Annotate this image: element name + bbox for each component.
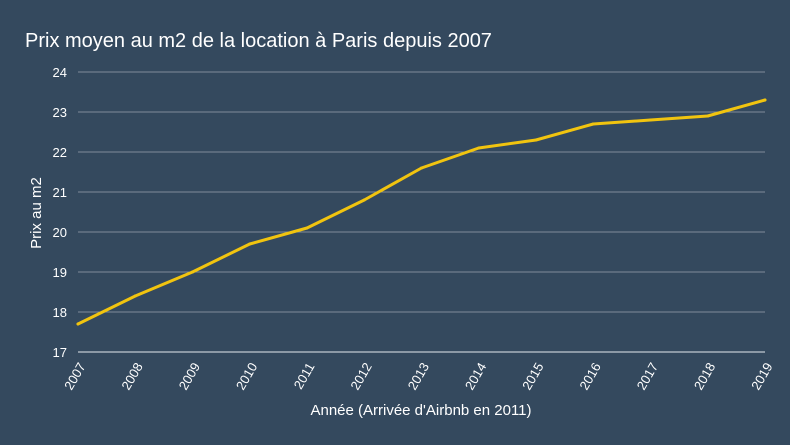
series xyxy=(76,98,767,326)
x-tick-label: 2008 xyxy=(118,360,145,393)
y-tick-label: 18 xyxy=(53,305,67,320)
data-point xyxy=(420,166,423,170)
data-point xyxy=(248,242,252,246)
y-tick-label: 24 xyxy=(53,65,67,80)
data-point xyxy=(591,122,595,126)
data-point xyxy=(305,226,309,230)
x-tick-label: 2009 xyxy=(176,360,203,393)
y-tick-label: 22 xyxy=(53,145,67,160)
data-point xyxy=(477,146,481,150)
y-tick-label: 19 xyxy=(53,265,67,280)
x-tick-label: 2018 xyxy=(691,360,718,393)
series-line xyxy=(76,98,767,326)
data-point xyxy=(76,322,80,326)
data-point xyxy=(534,138,538,142)
x-tick-label: 2007 xyxy=(61,360,88,393)
x-tick-label: 2019 xyxy=(748,360,775,393)
chart-title: Prix moyen au m2 de la location à Paris … xyxy=(25,30,492,52)
x-axis-ticks: 2007 2008 2009 2010 2011 2012 2013 2014 2015 2016… xyxy=(61,360,775,393)
y-tick-label: 20 xyxy=(53,225,67,240)
data-point xyxy=(649,118,652,122)
y-axis-label: Prix au m2 xyxy=(28,177,45,249)
x-tick-label: 2015 xyxy=(519,360,546,393)
y-tick-label: 17 xyxy=(53,345,67,360)
x-tick-label: 2013 xyxy=(405,360,432,393)
x-tick-label: 2017 xyxy=(634,360,661,393)
x-axis-label: Année (Arrivée d'Airbnb en 2011) xyxy=(310,402,531,419)
data-point xyxy=(763,98,767,102)
x-tick-label: 2012 xyxy=(347,360,374,393)
data-point xyxy=(133,294,137,298)
x-tick-label: 2011 xyxy=(291,360,318,392)
x-tick-label: 2010 xyxy=(233,360,260,393)
data-point xyxy=(362,198,366,202)
x-tick-label: 2016 xyxy=(576,360,603,393)
y-axis-ticks: 17 18 19 20 21 22 23 24 xyxy=(53,65,67,360)
data-point xyxy=(191,270,194,274)
x-tick-label: 2014 xyxy=(462,360,489,393)
data-point xyxy=(706,114,710,118)
y-tick-label: 23 xyxy=(53,105,67,120)
y-tick-label: 21 xyxy=(53,185,67,200)
